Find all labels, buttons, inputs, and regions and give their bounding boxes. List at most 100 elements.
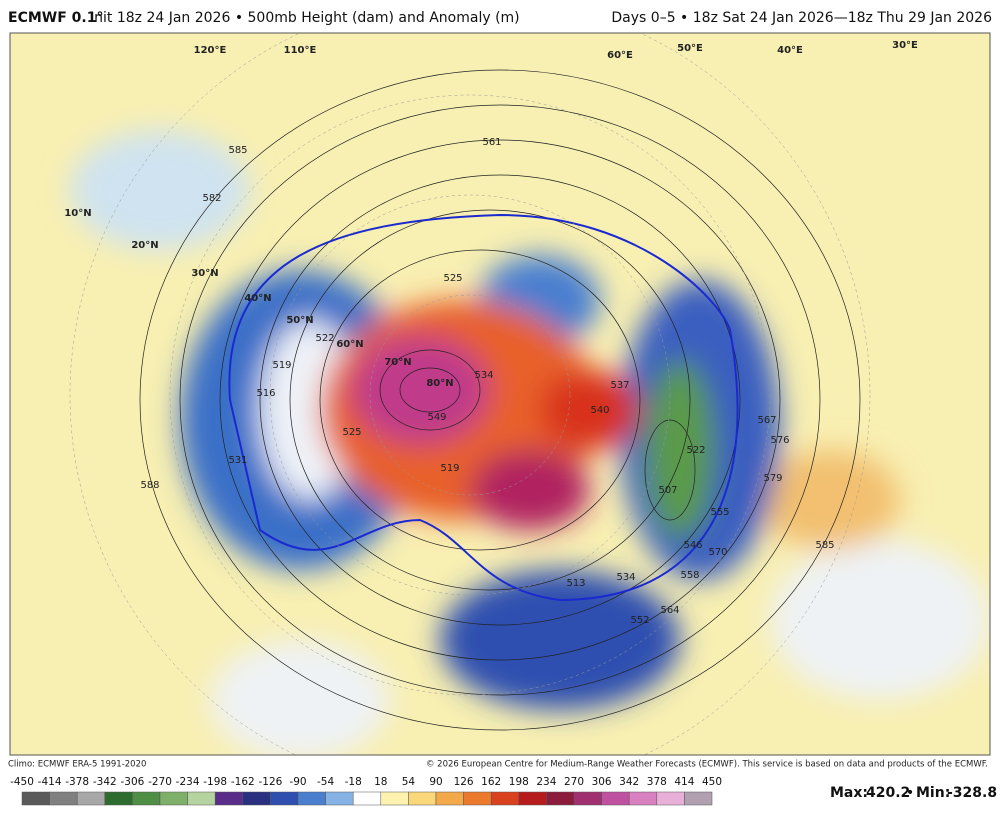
colorbar-tick-label: 234 bbox=[536, 776, 556, 788]
max-value: 420.2 bbox=[866, 785, 910, 801]
contour-label: 516 bbox=[256, 388, 275, 399]
contour-label: 540 bbox=[590, 405, 609, 416]
contour-label: 513 bbox=[566, 578, 585, 589]
colorbar-tick-label: 18 bbox=[374, 776, 387, 788]
latitude-label: 70°N bbox=[384, 357, 411, 368]
contour-label: 522 bbox=[315, 333, 334, 344]
contour-label: 507 bbox=[658, 485, 677, 496]
model-title: ECMWF 0.1° bbox=[8, 10, 103, 26]
map bbox=[10, 33, 990, 755]
contour-label: 582 bbox=[202, 193, 221, 204]
colorbar-swatch bbox=[49, 791, 78, 806]
colorbar-swatch bbox=[214, 791, 244, 806]
contour-label: 531 bbox=[228, 455, 247, 466]
colorbar-swatch bbox=[463, 791, 492, 806]
latitude-label: 80°N bbox=[426, 378, 453, 389]
colorbar-tick-label: -234 bbox=[176, 776, 200, 788]
colorbar-tick-label: -54 bbox=[317, 776, 334, 788]
contour-label: 519 bbox=[440, 463, 459, 474]
colorbar-tick-label: -270 bbox=[148, 776, 172, 788]
longitude-label: 30°E bbox=[892, 40, 918, 51]
colorbar-tick-label: -18 bbox=[345, 776, 362, 788]
latitude-label: 40°N bbox=[244, 293, 271, 304]
latitude-label: 50°N bbox=[286, 315, 313, 326]
longitude-label: 110°E bbox=[284, 45, 317, 56]
max-label: Max: bbox=[830, 785, 868, 801]
colorbar: -450 -414 -378 -342 -306 -270 -234 -198 -162 -126… bbox=[10, 776, 722, 806]
colorbar-tick-label: -126 bbox=[258, 776, 282, 788]
contour-label: 588 bbox=[140, 480, 159, 491]
colorbar-tick-label: 90 bbox=[429, 776, 442, 788]
copyright: © 2026 European Centre for Medium-Range … bbox=[426, 760, 988, 770]
colorbar-tick-label: 126 bbox=[454, 776, 474, 788]
map-frame bbox=[9, 32, 991, 756]
colorbar-swatch bbox=[656, 791, 685, 806]
colorbar-tick-label: 378 bbox=[647, 776, 667, 788]
contour-label: 558 bbox=[680, 570, 699, 581]
colorbar-swatch bbox=[297, 791, 326, 806]
colorbar-tick-label: 414 bbox=[674, 776, 694, 788]
longitude-label: 50°E bbox=[677, 43, 703, 54]
colorbar-swatch bbox=[490, 791, 520, 806]
colorbar-swatch bbox=[242, 791, 271, 806]
colorbar-swatch bbox=[380, 791, 409, 806]
contour-label: 534 bbox=[474, 370, 493, 381]
colorbar-swatch bbox=[573, 791, 602, 806]
contour-label: 567 bbox=[757, 415, 776, 426]
colorbar-tick-label: 54 bbox=[402, 776, 416, 788]
contour-label: 534 bbox=[616, 572, 635, 583]
min-value: -328.8 bbox=[947, 785, 997, 801]
colorbar-tick-label: -342 bbox=[93, 776, 117, 788]
colorbar-swatch bbox=[628, 791, 658, 806]
colorbar-tick-label: -90 bbox=[289, 776, 306, 788]
colorbar-swatch bbox=[325, 791, 354, 806]
contour-label: 519 bbox=[272, 360, 291, 371]
colorbar-tick-label: -450 bbox=[10, 776, 34, 788]
latitude-label: 10°N bbox=[64, 208, 91, 219]
colorbar-swatch bbox=[408, 791, 437, 806]
contour-label: 522 bbox=[686, 445, 705, 456]
colorbar-swatch bbox=[435, 791, 464, 806]
colorbar-tick-label: -414 bbox=[38, 776, 62, 788]
colorbar-tick-label: 270 bbox=[564, 776, 584, 788]
colorbar-swatch bbox=[187, 791, 216, 806]
colorbar-tick-label: -378 bbox=[65, 776, 89, 788]
colorbar-swatch bbox=[518, 791, 547, 806]
contour-label: 555 bbox=[710, 507, 729, 518]
contour-label: 585 bbox=[815, 540, 834, 551]
contour-label: 525 bbox=[443, 273, 462, 284]
colorbar-swatch bbox=[132, 791, 161, 806]
colorbar-tick-label: -162 bbox=[231, 776, 255, 788]
climo: Climo: ECMWF ERA-5 1991-2020 bbox=[8, 760, 146, 770]
contour-label: 525 bbox=[342, 427, 361, 438]
contour-label: 579 bbox=[763, 473, 782, 484]
contour-label: 564 bbox=[660, 605, 679, 616]
separator: • bbox=[906, 785, 914, 801]
colorbar-swatch bbox=[684, 791, 713, 806]
latitude-label: 60°N bbox=[336, 339, 363, 350]
colorbar-swatch bbox=[601, 791, 630, 806]
contour-label: 585 bbox=[228, 145, 247, 156]
period: Days 0–5 • 18z Sat 24 Jan 2026—18z Thu 2… bbox=[611, 10, 992, 26]
colorbar-swatch bbox=[21, 791, 50, 806]
longitude-label: 60°E bbox=[607, 50, 633, 61]
contour-label: 552 bbox=[630, 615, 649, 626]
colorbar-swatch bbox=[352, 791, 382, 806]
latitude-label: 30°N bbox=[191, 268, 218, 279]
colorbar-tick-label: -198 bbox=[203, 776, 227, 788]
colorbar-tick-label: 162 bbox=[481, 776, 501, 788]
contour-label: 570 bbox=[708, 547, 727, 558]
min-label: Min: bbox=[916, 785, 950, 801]
longitude-label: 40°E bbox=[777, 45, 803, 56]
latitude-label: 20°N bbox=[131, 240, 158, 251]
contour-label: 561 bbox=[482, 137, 501, 148]
colorbar-tick-label: 450 bbox=[702, 776, 722, 788]
contour-label: 537 bbox=[610, 380, 629, 391]
colorbar-tick-label: 306 bbox=[592, 776, 612, 788]
colorbar-swatch bbox=[546, 791, 575, 806]
colorbar-tick-label: 342 bbox=[619, 776, 639, 788]
colorbar-tick-label: -306 bbox=[120, 776, 144, 788]
colorbar-swatch bbox=[270, 791, 299, 806]
colorbar-swatch bbox=[159, 791, 188, 806]
